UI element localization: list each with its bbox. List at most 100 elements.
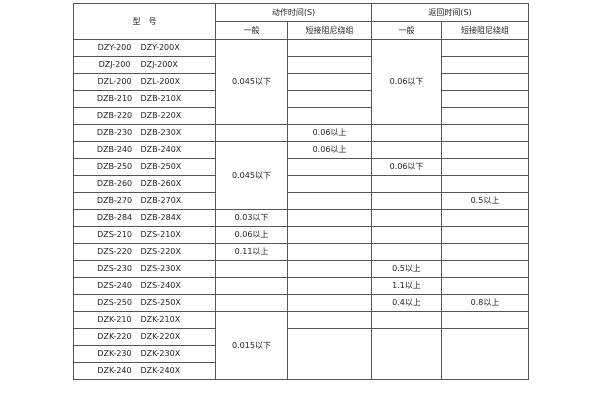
action-short-cell bbox=[286, 226, 373, 244]
table-row: DZB-260 DZB-260X bbox=[73, 175, 530, 193]
action-general-cell bbox=[215, 277, 288, 295]
model-x-variant: DZK-220X bbox=[140, 332, 181, 341]
action-short-cell bbox=[286, 328, 373, 380]
action-general-cell: 0.03以下 bbox=[215, 209, 288, 227]
model-cell: DZB-250 DZB-250X bbox=[73, 158, 216, 176]
model-cell: DZS-240 DZS-240X bbox=[73, 277, 216, 295]
return-short-cell bbox=[441, 39, 530, 57]
model-x-variant: DZS-220X bbox=[140, 247, 181, 256]
model-cell: DZL-200 DZL-200X bbox=[73, 73, 216, 91]
model-cell: DZB-210 DZB-210X bbox=[73, 90, 216, 108]
model-name: DZY-200 bbox=[97, 43, 132, 52]
table-row: DZL-200 DZL-200X bbox=[73, 73, 530, 91]
model-cell: DZK-230 DZK-230X bbox=[73, 345, 216, 363]
return-general-cell: 0.5以上 bbox=[371, 260, 443, 278]
model-cell: DZS-210 DZS-210X bbox=[73, 226, 216, 244]
action-general-cell: 0.11以上 bbox=[215, 243, 288, 261]
return-short-cell bbox=[441, 243, 530, 261]
action-general-header: 一般 bbox=[215, 21, 288, 40]
model-name: DZB-250 bbox=[96, 162, 133, 171]
table-row: DZB-210 DZB-210X bbox=[73, 90, 530, 108]
model-name: DZS-220 bbox=[97, 247, 132, 256]
model-cell: DZJ-200 DZJ-200X bbox=[73, 56, 216, 74]
model-name: DZB-284 bbox=[96, 213, 133, 222]
action-short-header: 短接阻尼绕组 bbox=[286, 21, 373, 40]
model-x-variant: DZK-230X bbox=[140, 349, 181, 358]
table-row: DZK-240 DZK-240X bbox=[73, 362, 529, 380]
model-x-variant: DZL-200X bbox=[140, 77, 181, 86]
return-short-cell: 0.8以上 bbox=[441, 294, 530, 312]
model-name: DZS-240 bbox=[97, 281, 132, 290]
table-row: DZB-250 DZB-250X 0.06以下 bbox=[73, 158, 530, 176]
return-general-cell: 1.1以上 bbox=[371, 277, 443, 295]
model-x-variant: DZB-250X bbox=[140, 162, 182, 171]
table-row: DZJ-200 DZJ-200X bbox=[73, 56, 530, 74]
action-short-cell bbox=[286, 56, 373, 74]
return-short-cell bbox=[441, 260, 530, 278]
model-name: DZB-240 bbox=[96, 145, 133, 154]
return-short-cell bbox=[441, 226, 530, 244]
return-short-cell bbox=[441, 90, 530, 108]
model-name: DZK-210 bbox=[97, 315, 132, 324]
model-name: DZS-210 bbox=[97, 230, 132, 239]
table-body: DZY-200 DZY-200X 0.045以下 0.06以下 DZJ-200 DZJ-2… bbox=[73, 39, 530, 380]
model-x-variant: DZB-240X bbox=[140, 145, 182, 154]
return-general-cell bbox=[371, 209, 443, 227]
return-short-header: 短接阻尼绕组 bbox=[441, 21, 530, 40]
action-general-cell bbox=[215, 124, 288, 142]
action-short-cell: 0.06以上 bbox=[286, 141, 373, 159]
table-row: DZS-230 DZS-230X 0.5以上 bbox=[73, 260, 530, 278]
model-name: DZB-270 bbox=[96, 196, 133, 205]
action-general-cell: 0.045以下 bbox=[215, 141, 288, 210]
return-short-cell bbox=[441, 141, 530, 159]
action-short-cell bbox=[286, 73, 373, 91]
action-general-cell: 0.045以下 bbox=[215, 39, 288, 125]
return-general-header: 一般 bbox=[371, 21, 443, 40]
return-general-cell bbox=[371, 124, 443, 142]
model-x-variant: DZB-284X bbox=[140, 213, 182, 222]
model-x-variant: DZS-250X bbox=[140, 298, 181, 307]
table-row: DZK-210 DZK-210X 0.015以下 bbox=[73, 311, 530, 380]
return-general-cell bbox=[371, 141, 443, 159]
model-x-variant: DZS-240X bbox=[140, 281, 181, 290]
model-name: DZK-240 bbox=[97, 366, 132, 375]
table-row: DZB-284 DZB-284X 0.03以下 bbox=[73, 209, 530, 227]
model-cell: DZY-200 DZY-200X bbox=[73, 39, 216, 57]
return-short-cell bbox=[441, 158, 530, 176]
action-short-cell bbox=[286, 107, 373, 125]
table-row: DZS-240 DZS-240X 1.1以上 bbox=[73, 277, 530, 295]
relay-timing-table: 型 号 动作时间(S) 返回时间(S) 一般 短接阻尼绕组 一般 短接阻尼绕组 … bbox=[73, 3, 530, 380]
action-general-cell bbox=[215, 294, 288, 312]
model-cell: DZB-220 DZB-220X bbox=[73, 107, 216, 125]
return-short-cell bbox=[441, 56, 530, 74]
action-short-cell bbox=[286, 260, 373, 278]
model-header: 型 号 bbox=[73, 3, 216, 40]
model-name: DZB-210 bbox=[96, 94, 133, 103]
model-name: DZJ-200 bbox=[98, 60, 131, 69]
model-cell: DZK-220 DZK-220X bbox=[73, 328, 216, 346]
return-general-cell bbox=[371, 192, 443, 210]
model-name: DZB-260 bbox=[96, 179, 133, 188]
model-x-variant: DZB-210X bbox=[140, 94, 182, 103]
return-short-cell bbox=[441, 209, 530, 227]
model-x-variant: DZY-200X bbox=[140, 43, 180, 52]
return-general-cell bbox=[371, 243, 443, 261]
return-general-cell: 0.06以下 bbox=[371, 158, 443, 176]
table-row: DZK-220 DZK-220X bbox=[73, 328, 530, 380]
model-x-variant: DZJ-200X bbox=[140, 60, 178, 69]
action-general-cell bbox=[215, 260, 288, 278]
return-short-cell bbox=[441, 124, 530, 142]
action-short-cell bbox=[286, 175, 373, 193]
action-short-cell bbox=[286, 90, 373, 108]
model-cell: DZK-240 DZK-240X bbox=[73, 362, 216, 380]
return-time-header: 返回时间(S) bbox=[371, 3, 530, 22]
model-cell: DZB-260 DZB-260X bbox=[73, 175, 216, 193]
table-row: DZS-220 DZS-220X 0.11以上 bbox=[73, 243, 530, 261]
model-name: DZL-200 bbox=[97, 77, 132, 86]
return-general-cell: 0.06以下 bbox=[371, 39, 443, 125]
table-row: DZS-210 DZS-210X 0.06以上 bbox=[73, 226, 530, 244]
model-name: DZB-230 bbox=[96, 128, 133, 137]
return-general-cell bbox=[371, 328, 443, 380]
return-general-cell bbox=[371, 311, 443, 329]
table-row: DZB-240 DZB-240X 0.045以下 0.06以上 bbox=[73, 141, 530, 210]
